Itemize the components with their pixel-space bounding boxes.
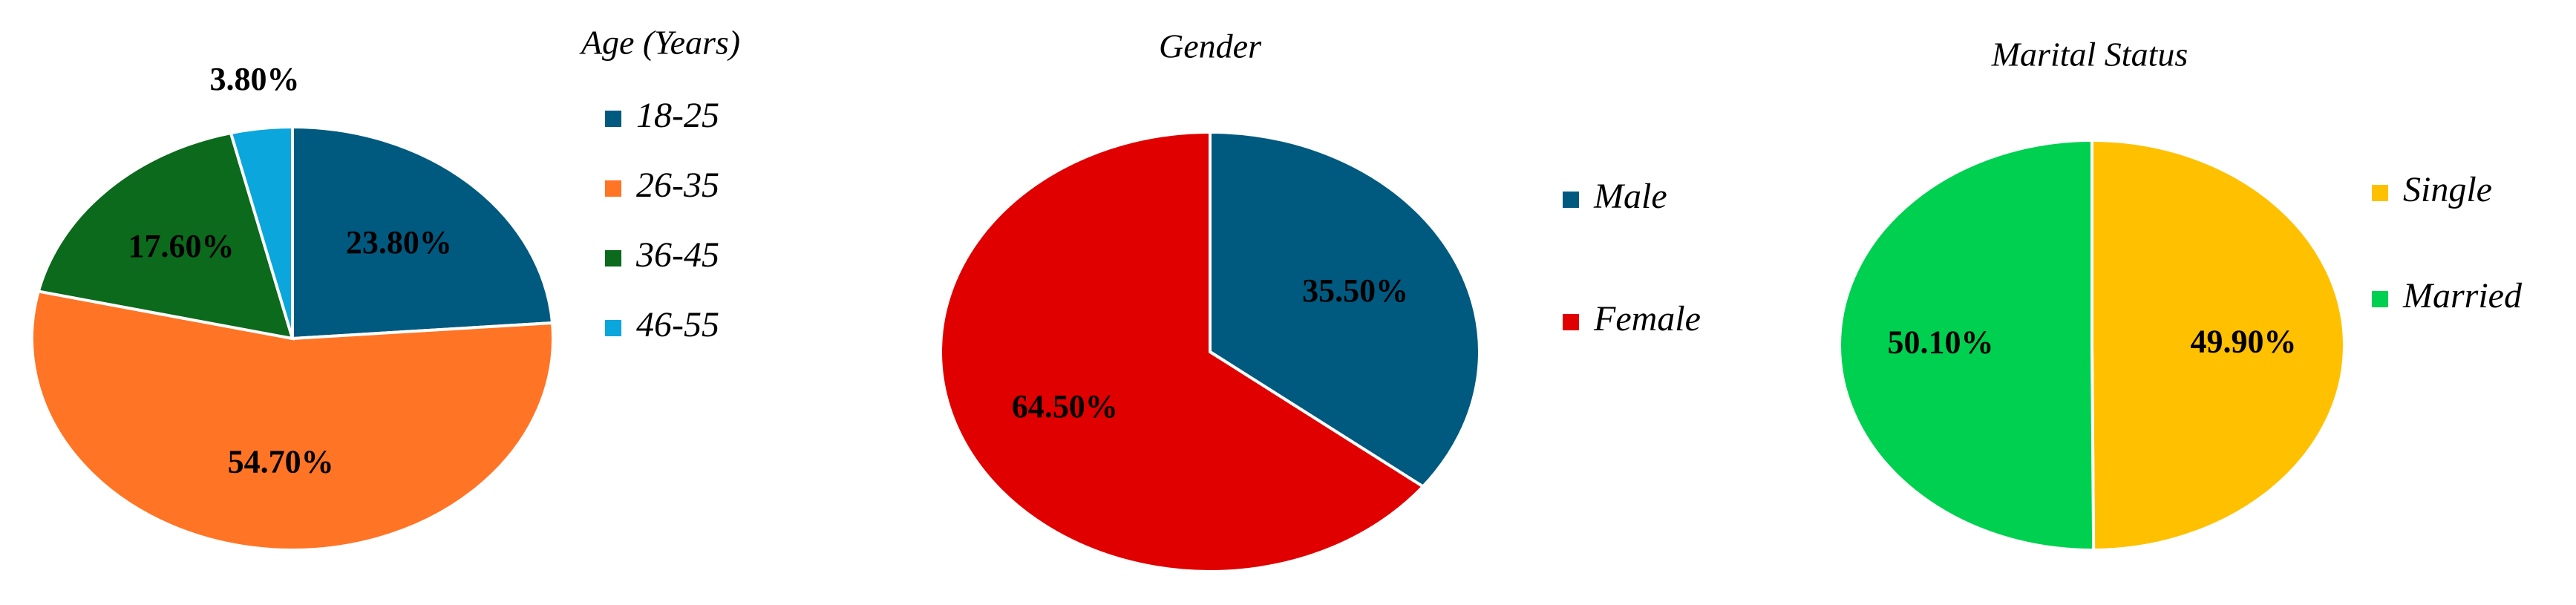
legend-label: 26-35 xyxy=(636,166,719,205)
data-label: 64.50% xyxy=(1012,388,1118,425)
data-label: 23.80% xyxy=(346,224,452,261)
legend-swatch xyxy=(605,320,621,336)
legend-swatch xyxy=(2372,185,2388,201)
pie-slice xyxy=(30,290,555,552)
chart-title: Marital Status xyxy=(1991,36,2188,73)
data-label: 17.60% xyxy=(128,228,235,264)
pie-slice xyxy=(229,125,294,339)
legend-label: 36-45 xyxy=(635,235,719,275)
data-label: 49.90% xyxy=(2190,324,2296,360)
legend-swatch xyxy=(605,111,621,127)
legend-swatch xyxy=(2372,291,2388,307)
legend-label: 18-25 xyxy=(636,96,719,135)
legend-label: Female xyxy=(1593,299,1701,339)
data-label: 35.50% xyxy=(1302,272,1408,309)
chart-title: Age (Years) xyxy=(579,24,740,62)
chart-title: Gender xyxy=(1159,27,1262,65)
legend-swatch xyxy=(605,180,621,197)
legend-label: 46-55 xyxy=(636,305,719,344)
pie-slice xyxy=(2090,138,2347,552)
pie-slice xyxy=(1838,138,2096,552)
pie-slice xyxy=(1209,130,1482,488)
data-label: 3.80% xyxy=(209,61,299,97)
legend-label: Male xyxy=(1593,177,1667,216)
data-label: 54.70% xyxy=(228,444,334,480)
legend-swatch xyxy=(1563,192,1579,208)
pie-slice xyxy=(291,125,555,341)
legend-swatch xyxy=(605,250,621,266)
data-label: 50.10% xyxy=(1888,324,1994,361)
legend-label: Single xyxy=(2403,170,2492,209)
pie-slice xyxy=(939,130,1425,573)
legend-label: Married xyxy=(2402,276,2523,315)
pie-slice xyxy=(36,131,295,341)
legend-swatch xyxy=(1563,314,1579,330)
